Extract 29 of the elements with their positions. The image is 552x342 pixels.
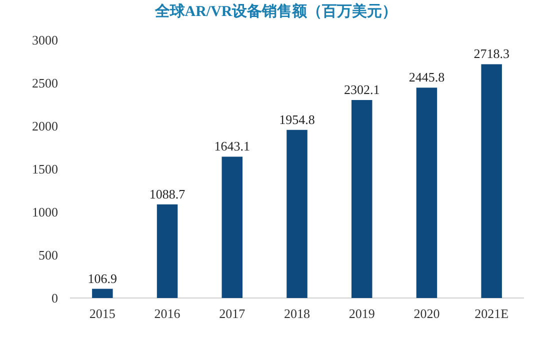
data-label: 1088.7 <box>149 186 186 202</box>
data-label: 2302.1 <box>344 82 380 98</box>
data-label: 1643.1 <box>214 138 250 154</box>
x-tick-label: 2016 <box>154 306 181 321</box>
y-tick-label: 1000 <box>32 204 58 220</box>
bar <box>416 88 438 298</box>
bar <box>351 100 372 298</box>
bar <box>481 64 502 298</box>
bar <box>92 288 113 298</box>
y-tick-label: 3000 <box>32 32 58 48</box>
data-label: 1954.8 <box>279 112 315 127</box>
x-tick-label: 2015 <box>89 306 116 321</box>
y-tick-label: 2500 <box>32 76 58 91</box>
data-label: 106.9 <box>88 270 118 286</box>
data-label: 2445.8 <box>408 70 445 85</box>
x-tick-label: 2021E <box>474 306 509 321</box>
bar <box>156 204 178 298</box>
x-tick-label: 2020 <box>414 306 440 321</box>
y-tick-label: 500 <box>38 248 58 263</box>
x-tick-label: 2018 <box>284 306 310 321</box>
bar <box>222 156 243 298</box>
bar <box>286 130 308 298</box>
y-tick-label: 1500 <box>32 162 58 177</box>
x-tick-label: 2017 <box>219 306 246 321</box>
y-tick-label: 2000 <box>32 118 58 134</box>
y-tick-label: 0 <box>52 290 58 306</box>
x-tick-label: 2019 <box>348 306 375 321</box>
chart-title: 全球AR/VR设备销售额（百万美元） <box>154 2 398 20</box>
data-label: 2718.3 <box>474 46 510 62</box>
